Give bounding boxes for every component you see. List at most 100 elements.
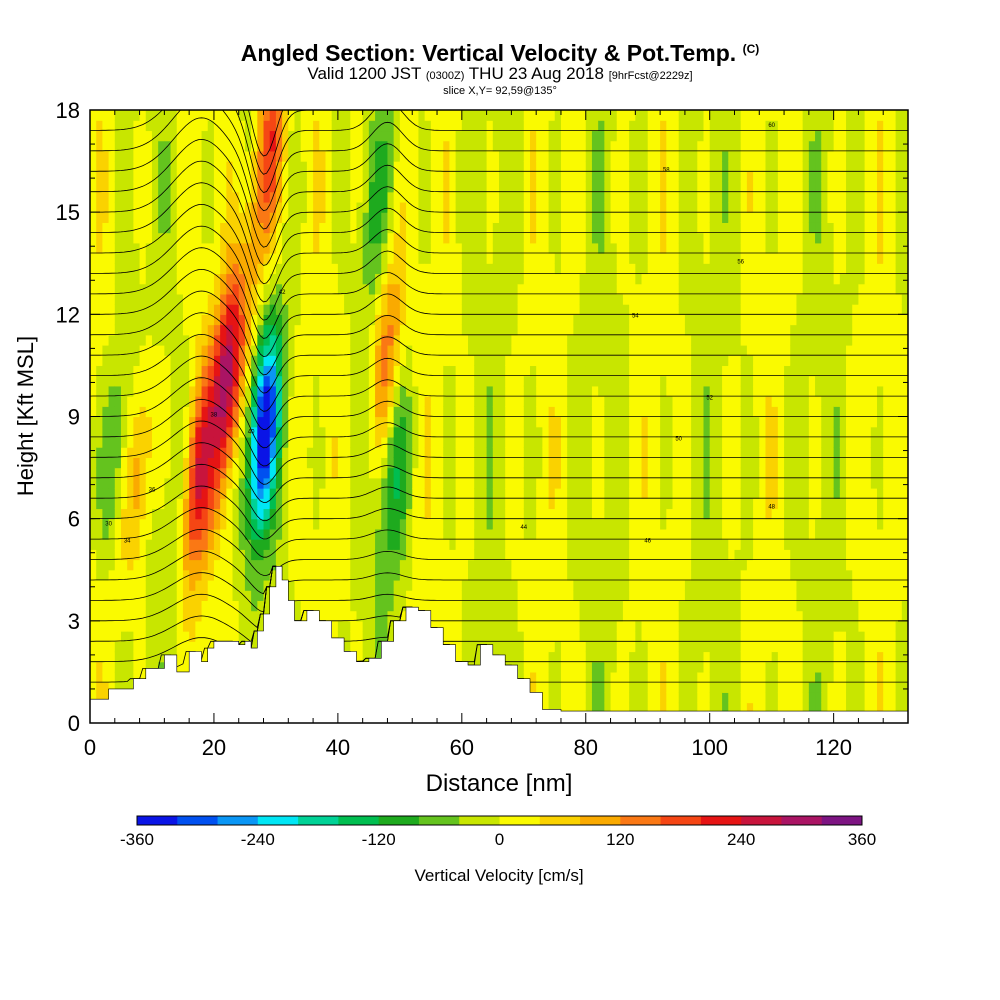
velocity-cell <box>437 161 444 172</box>
velocity-cell <box>591 365 599 377</box>
velocity-cell <box>96 212 103 223</box>
velocity-cell <box>164 375 172 387</box>
velocity-cell <box>288 559 296 571</box>
velocity-cell <box>554 436 562 448</box>
velocity-cell <box>195 488 203 499</box>
velocity-cell <box>313 549 320 561</box>
velocity-cell <box>331 212 339 223</box>
velocity-cell <box>368 620 376 632</box>
velocity-cell <box>480 344 488 356</box>
velocity-cell <box>127 467 134 479</box>
velocity-cell <box>554 498 562 510</box>
velocity-cell <box>468 263 475 275</box>
velocity-cell <box>406 171 413 183</box>
velocity-cell <box>251 191 258 203</box>
velocity-cell <box>319 375 327 387</box>
velocity-cell <box>288 161 296 172</box>
velocity-cell <box>90 110 97 121</box>
velocity-cell <box>517 344 525 356</box>
velocity-cell <box>585 467 593 479</box>
velocity-cell <box>201 590 209 601</box>
velocity-cell <box>579 212 587 223</box>
velocity-cell <box>591 253 599 264</box>
velocity-cell <box>461 283 469 295</box>
velocity-cell <box>114 518 122 530</box>
velocity-cell <box>362 406 370 418</box>
velocity-cell <box>598 498 605 510</box>
velocity-cell <box>133 406 141 418</box>
velocity-cell <box>375 222 382 234</box>
velocity-cell <box>133 498 141 510</box>
velocity-cell <box>158 385 165 397</box>
velocity-cell <box>151 242 159 254</box>
velocity-cell <box>127 181 134 193</box>
velocity-cell <box>399 273 407 285</box>
velocity-cell <box>492 222 500 234</box>
velocity-cell <box>282 467 289 479</box>
velocity-cell <box>368 651 376 663</box>
velocity-cell <box>164 324 172 336</box>
velocity-cell <box>207 406 215 418</box>
velocity-cell <box>368 518 376 530</box>
velocity-cell <box>437 171 444 183</box>
velocity-cell <box>257 528 265 540</box>
velocity-cell <box>449 253 457 264</box>
velocity-cell <box>195 385 203 397</box>
velocity-cell <box>492 161 500 172</box>
velocity-cell <box>145 467 153 479</box>
velocity-cell <box>517 406 525 418</box>
velocity-cell <box>127 396 134 407</box>
velocity-cell <box>102 385 110 397</box>
velocity-cell <box>468 253 475 264</box>
velocity-cell <box>139 181 147 193</box>
velocity-cell <box>238 191 246 203</box>
velocity-cell <box>263 447 271 458</box>
velocity-cell <box>195 161 203 172</box>
velocity-cell <box>424 559 432 571</box>
velocity-cell <box>133 232 141 244</box>
velocity-cell <box>294 110 302 121</box>
velocity-cell <box>244 600 252 612</box>
velocity-cell <box>313 579 320 591</box>
velocity-cell <box>548 661 556 673</box>
velocity-cell <box>288 457 296 469</box>
velocity-cell <box>102 416 110 428</box>
velocity-cell <box>548 610 556 622</box>
velocity-cell <box>288 426 296 438</box>
velocity-cell <box>375 477 382 489</box>
velocity-cell <box>424 488 432 499</box>
velocity-cell <box>201 140 209 152</box>
velocity-cell <box>492 406 500 418</box>
velocity-cell <box>90 365 97 377</box>
velocity-cell <box>381 508 389 520</box>
velocity-cell <box>480 467 488 479</box>
velocity-cell <box>375 447 382 458</box>
velocity-cell <box>170 579 178 591</box>
velocity-cell <box>220 549 227 561</box>
velocity-cell <box>517 477 525 489</box>
velocity-cell <box>567 253 574 264</box>
velocity-cell <box>474 498 482 510</box>
velocity-cell <box>226 385 234 397</box>
velocity-cell <box>356 559 364 571</box>
velocity-cell <box>505 610 512 622</box>
velocity-cell <box>182 150 190 162</box>
velocity-cell <box>151 140 159 152</box>
velocity-cell <box>145 447 153 458</box>
velocity-cell <box>529 171 537 183</box>
velocity-cell <box>368 120 376 132</box>
velocity-cell <box>511 324 519 336</box>
velocity-cell <box>449 201 457 213</box>
velocity-cell <box>461 150 469 162</box>
velocity-cell <box>480 559 488 571</box>
velocity-cell <box>220 201 227 213</box>
velocity-cell <box>207 150 215 162</box>
velocity-cell <box>430 549 438 561</box>
velocity-cell <box>337 457 345 469</box>
velocity-cell <box>251 283 258 295</box>
velocity-cell <box>529 610 537 622</box>
velocity-cell <box>536 518 543 530</box>
velocity-cell <box>461 641 469 653</box>
velocity-cell <box>313 253 320 264</box>
velocity-cell <box>269 232 277 244</box>
